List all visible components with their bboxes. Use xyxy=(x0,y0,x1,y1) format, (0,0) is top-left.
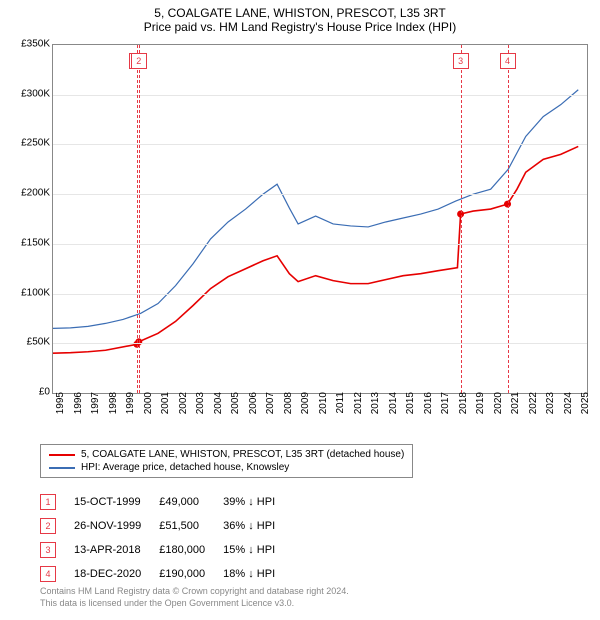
legend-row: HPI: Average price, detached house, Know… xyxy=(49,462,404,473)
table-row: 4 18-DEC-2020£190,00018% ↓ HPI xyxy=(40,562,293,586)
legend: 5, COALGATE LANE, WHISTON, PRESCOT, L35 … xyxy=(40,444,413,478)
row-num-box: 1 xyxy=(40,494,56,510)
x-axis-tick-label: 2011 xyxy=(335,392,346,432)
table-row: 2 26-NOV-1999£51,50036% ↓ HPI xyxy=(40,514,293,538)
x-axis-tick-label: 1999 xyxy=(125,392,136,432)
marker-label-box: 3 xyxy=(453,53,469,69)
x-axis-tick-label: 2008 xyxy=(283,392,294,432)
y-axis-tick-label: £0 xyxy=(4,387,50,398)
marker-label-box: 2 xyxy=(131,53,147,69)
row-num-cell: 2 xyxy=(40,514,74,538)
legend-label: 5, COALGATE LANE, WHISTON, PRESCOT, L35 … xyxy=(81,449,404,460)
legend-label: HPI: Average price, detached house, Know… xyxy=(81,462,289,473)
x-axis-tick-label: 2024 xyxy=(563,392,574,432)
x-axis-tick-label: 2002 xyxy=(178,392,189,432)
row-num-box: 2 xyxy=(40,518,56,534)
chart-title-1: 5, COALGATE LANE, WHISTON, PRESCOT, L35 … xyxy=(0,6,600,20)
table-row: 1 15-OCT-1999£49,00039% ↓ HPI xyxy=(40,490,293,514)
legend-swatch xyxy=(49,467,75,469)
x-axis-tick-label: 2006 xyxy=(248,392,259,432)
x-axis-tick-label: 2014 xyxy=(388,392,399,432)
row-num-cell: 4 xyxy=(40,562,74,586)
x-axis-tick-label: 2001 xyxy=(160,392,171,432)
x-axis-tick-label: 2007 xyxy=(265,392,276,432)
x-axis-tick-label: 2003 xyxy=(195,392,206,432)
row-num-cell: 3 xyxy=(40,538,74,562)
row-delta: 39% ↓ HPI xyxy=(223,490,293,514)
row-delta: 18% ↓ HPI xyxy=(223,562,293,586)
x-axis-tick-label: 2020 xyxy=(493,392,504,432)
y-axis-tick-label: £250K xyxy=(4,138,50,149)
x-axis-tick-label: 2018 xyxy=(458,392,469,432)
x-axis-tick-label: 2025 xyxy=(580,392,591,432)
row-delta: 15% ↓ HPI xyxy=(223,538,293,562)
x-axis-tick-label: 2012 xyxy=(353,392,364,432)
row-delta: 36% ↓ HPI xyxy=(223,514,293,538)
y-axis-tick-label: £100K xyxy=(4,287,50,298)
x-axis-tick-label: 2016 xyxy=(423,392,434,432)
row-date: 26-NOV-1999 xyxy=(74,514,159,538)
row-num-box: 4 xyxy=(40,566,56,582)
chart-titles: 5, COALGATE LANE, WHISTON, PRESCOT, L35 … xyxy=(0,0,600,36)
x-axis-tick-label: 1998 xyxy=(108,392,119,432)
row-date: 18-DEC-2020 xyxy=(74,562,159,586)
marker-label-box: 4 xyxy=(500,53,516,69)
y-axis-tick-label: £350K xyxy=(4,39,50,50)
row-date: 13-APR-2018 xyxy=(74,538,159,562)
footer-attribution: Contains HM Land Registry data © Crown c… xyxy=(40,586,349,609)
x-axis-tick-label: 2009 xyxy=(300,392,311,432)
plot-area: 1234 xyxy=(52,44,588,394)
x-axis-tick-label: 2013 xyxy=(370,392,381,432)
x-axis-tick-label: 1996 xyxy=(73,392,84,432)
marker-vline xyxy=(461,45,462,393)
row-date: 15-OCT-1999 xyxy=(74,490,159,514)
x-axis-tick-label: 2017 xyxy=(440,392,451,432)
y-axis-tick-label: £200K xyxy=(4,188,50,199)
chart-container: 5, COALGATE LANE, WHISTON, PRESCOT, L35 … xyxy=(0,0,600,620)
y-axis-tick-label: £300K xyxy=(4,88,50,99)
marker-vline xyxy=(137,45,138,393)
row-price: £49,000 xyxy=(159,490,223,514)
footer-line: Contains HM Land Registry data © Crown c… xyxy=(40,586,349,598)
row-num-cell: 1 xyxy=(40,490,74,514)
series-line xyxy=(53,90,578,329)
x-axis-tick-label: 1995 xyxy=(55,392,66,432)
footer-line: This data is licensed under the Open Gov… xyxy=(40,598,349,610)
y-axis-tick-label: £50K xyxy=(4,337,50,348)
x-axis-tick-label: 2005 xyxy=(230,392,241,432)
x-axis-tick-label: 2022 xyxy=(528,392,539,432)
marker-vline xyxy=(508,45,509,393)
row-price: £190,000 xyxy=(159,562,223,586)
x-axis-tick-label: 2000 xyxy=(143,392,154,432)
table-row: 3 13-APR-2018£180,00015% ↓ HPI xyxy=(40,538,293,562)
x-axis-tick-label: 2010 xyxy=(318,392,329,432)
y-axis-tick-label: £150K xyxy=(4,237,50,248)
row-num-box: 3 xyxy=(40,542,56,558)
x-axis-tick-label: 1997 xyxy=(90,392,101,432)
series-line xyxy=(53,146,578,353)
x-axis-tick-label: 2004 xyxy=(213,392,224,432)
x-axis-tick-label: 2021 xyxy=(510,392,521,432)
row-price: £51,500 xyxy=(159,514,223,538)
marker-vline xyxy=(139,45,140,393)
x-axis-tick-label: 2023 xyxy=(545,392,556,432)
legend-row: 5, COALGATE LANE, WHISTON, PRESCOT, L35 … xyxy=(49,449,404,460)
x-axis-tick-label: 2015 xyxy=(405,392,416,432)
legend-swatch xyxy=(49,454,75,456)
x-axis-tick-label: 2019 xyxy=(475,392,486,432)
transaction-table: 1 15-OCT-1999£49,00039% ↓ HPI 2 26-NOV-1999… xyxy=(40,490,293,586)
chart-title-2: Price paid vs. HM Land Registry's House … xyxy=(0,20,600,34)
row-price: £180,000 xyxy=(159,538,223,562)
